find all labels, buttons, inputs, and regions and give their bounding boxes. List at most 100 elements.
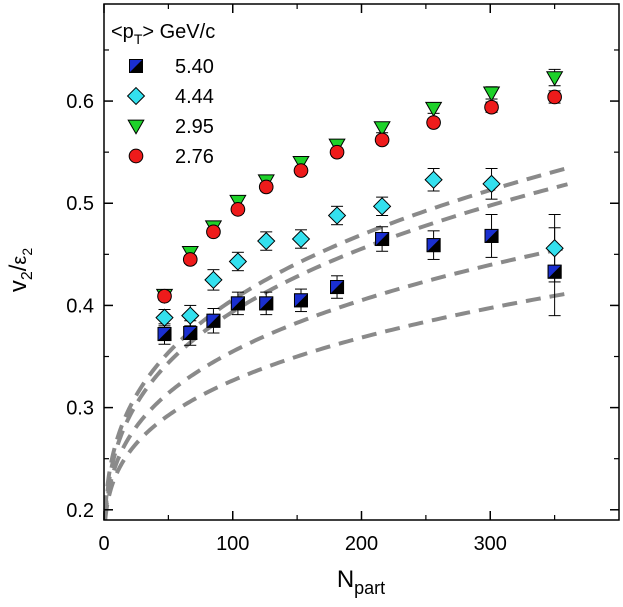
marker-body	[482, 174, 501, 193]
data-point-4.44	[228, 252, 248, 271]
data-points	[155, 71, 564, 342]
data-point-5.40	[157, 327, 172, 342]
marker-outline	[230, 296, 245, 311]
marker-fill	[330, 280, 344, 294]
marker-body	[424, 101, 443, 118]
data-point-2.76	[293, 163, 309, 178]
marker-fill	[375, 232, 389, 246]
data-point-5.40	[426, 238, 441, 253]
marker-body	[127, 119, 145, 135]
data-point-4.44	[257, 231, 276, 251]
fit-5.40	[103, 291, 568, 520]
marker-body	[228, 252, 248, 271]
marker-body	[181, 306, 200, 325]
data-point-5.40	[293, 293, 308, 308]
marker-fill	[485, 229, 499, 243]
fit-curves	[103, 166, 569, 520]
data-point-4.44	[181, 306, 200, 325]
marker-body	[258, 179, 274, 195]
legend-label-2.76: 2.76	[175, 146, 214, 168]
legend-marker-5.40	[129, 59, 143, 73]
y-tick-label: 0.2	[66, 500, 94, 522]
marker-fill	[294, 293, 308, 307]
marker-body	[257, 231, 276, 251]
fit-4.44	[103, 245, 568, 518]
data-point-4.44	[372, 197, 392, 216]
data-point-4.44	[155, 308, 174, 327]
legend-label-2.95: 2.95	[175, 116, 214, 138]
data-point-2.95	[424, 101, 443, 118]
data-point-4.44	[545, 239, 564, 258]
data-point-2.76	[182, 252, 198, 267]
y-tick-label: 0.4	[66, 295, 94, 317]
data-point-2.95	[545, 71, 564, 87]
data-point-2.95	[373, 121, 391, 137]
legend-label-4.44: 4.44	[175, 86, 214, 108]
marker-fill	[129, 59, 143, 73]
marker-body	[482, 86, 501, 102]
data-point-4.44	[327, 206, 347, 225]
marker-body	[293, 163, 309, 178]
x-tick-label: 100	[216, 533, 249, 555]
marker-outline	[484, 228, 499, 243]
marker-fill	[206, 314, 220, 328]
y-tick-label: 0.5	[66, 193, 94, 215]
x-tick-label: 200	[345, 533, 378, 555]
data-point-5.40	[206, 313, 221, 328]
marker-body	[372, 197, 392, 216]
marker-outline	[293, 293, 308, 308]
marker-body	[291, 229, 311, 249]
data-point-4.44	[424, 170, 443, 189]
marker-outline	[129, 59, 143, 73]
y-tick-label: 0.6	[66, 91, 94, 113]
marker-outline	[259, 296, 274, 311]
marker-body	[545, 239, 564, 258]
marker-outline	[375, 232, 390, 247]
fit-2.76	[103, 182, 569, 516]
axis-ticks: 0 100 200 300 0.2 0.3 0.4 0.5 0.6	[66, 4, 619, 555]
data-point-4.44	[291, 229, 311, 249]
data-point-2.76	[329, 144, 345, 160]
marker-body	[182, 252, 198, 267]
data-point-2.76	[157, 288, 172, 304]
fit-2.95	[103, 166, 569, 511]
x-axis-title: Npart	[337, 566, 385, 598]
marker-body	[424, 170, 443, 189]
data-point-2.76	[426, 115, 441, 130]
marker-body	[426, 115, 441, 130]
data-point-2.95	[482, 86, 501, 102]
marker-outline	[183, 326, 198, 341]
x-tick-label: 300	[474, 533, 507, 555]
x-tick-label: 0	[98, 533, 109, 555]
marker-body	[484, 99, 499, 115]
marker-body	[157, 288, 172, 304]
marker-body	[327, 206, 347, 225]
marker-fill	[259, 296, 273, 310]
data-point-5.40	[183, 326, 198, 341]
marker-outline	[547, 264, 562, 279]
marker-body	[373, 121, 391, 137]
legend: <pT> GeV/c 5.40 4.44 2.95 2.76	[111, 21, 215, 168]
marker-outline	[206, 313, 221, 328]
marker-fill	[183, 326, 197, 340]
marker-fill	[231, 296, 245, 310]
marker-body	[329, 144, 345, 160]
data-point-2.76	[230, 202, 246, 217]
marker-body	[545, 71, 564, 87]
y-tick-label: 0.3	[66, 398, 94, 420]
marker-fill	[548, 265, 562, 279]
marker-body	[230, 202, 246, 217]
data-point-4.44	[204, 270, 223, 290]
marker-body	[547, 89, 562, 105]
data-point-5.40	[484, 228, 499, 243]
data-point-2.76	[206, 224, 221, 240]
marker-body	[126, 86, 146, 106]
data-point-2.76	[484, 99, 499, 115]
data-point-2.76	[374, 132, 390, 148]
data-point-5.40	[230, 296, 245, 311]
data-point-5.40	[375, 232, 390, 247]
data-point-5.40	[259, 296, 274, 311]
legend-marker-2.76	[128, 148, 144, 164]
marker-body	[128, 148, 144, 164]
